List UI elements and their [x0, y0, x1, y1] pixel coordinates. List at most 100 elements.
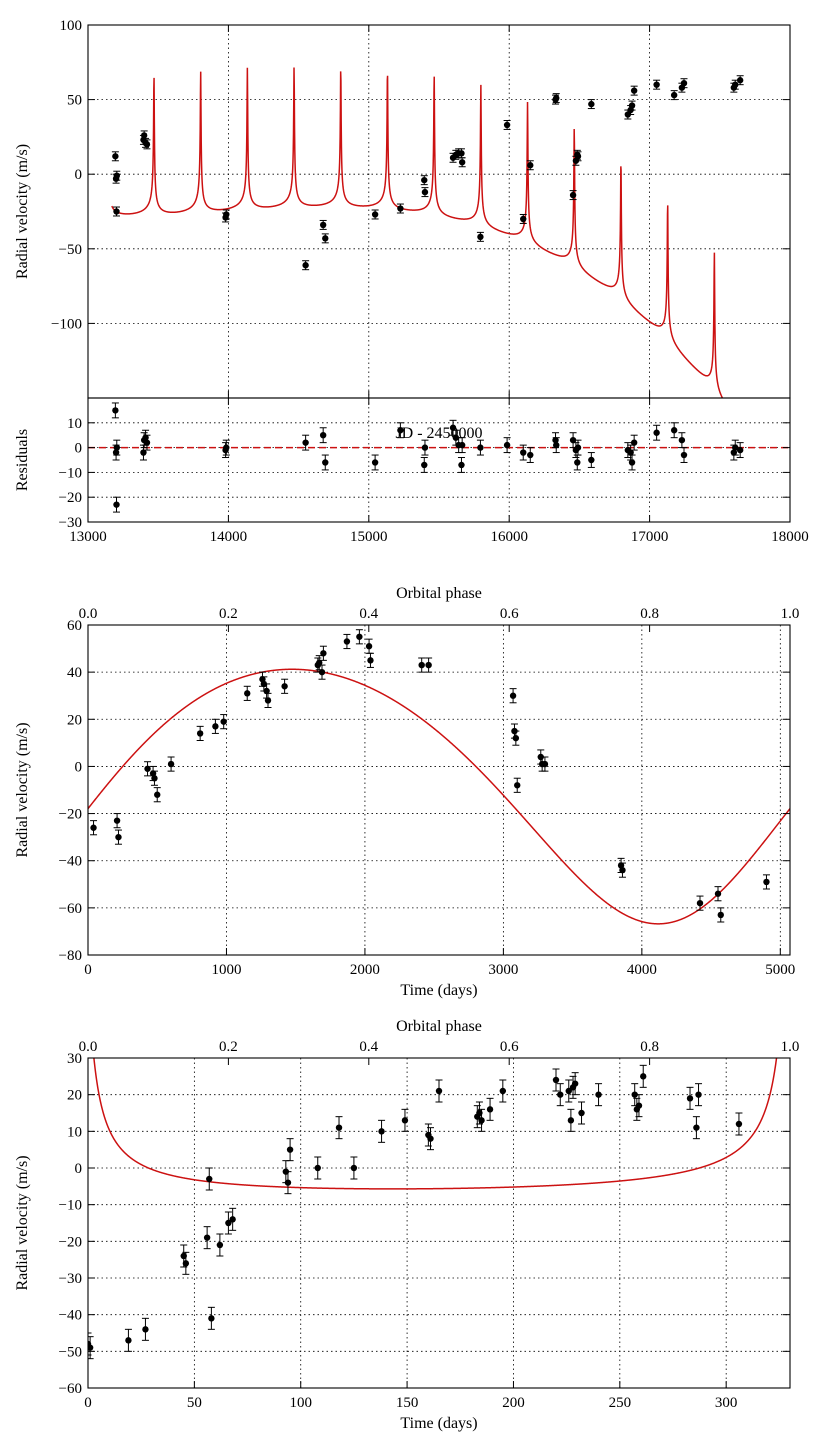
data-marker — [578, 1109, 585, 1117]
y-tick-label: −30 — [59, 515, 82, 531]
data-marker — [320, 650, 327, 657]
data-marker — [680, 79, 688, 87]
data-marker — [732, 444, 739, 451]
data-point — [371, 209, 379, 220]
y-tick-label: 0 — [75, 1161, 83, 1177]
data-marker — [627, 449, 634, 456]
y-tick-label: −60 — [59, 901, 82, 917]
data-marker — [574, 459, 581, 466]
data-marker — [302, 262, 309, 269]
x-axis-label: Time (days) — [400, 1415, 477, 1432]
data-marker — [88, 1344, 94, 1351]
data-marker — [520, 215, 527, 223]
data-marker — [229, 1216, 236, 1223]
data-marker — [322, 235, 329, 242]
y-tick-label: −50 — [59, 1344, 82, 1360]
data-point — [88, 1336, 94, 1360]
data-marker — [319, 221, 327, 229]
data-point — [141, 1317, 149, 1341]
data-point — [124, 1328, 132, 1352]
data-point — [714, 886, 722, 902]
data-points-late — [617, 857, 770, 923]
grid — [88, 1058, 790, 1388]
phase-tick-label: 0.0 — [79, 1039, 98, 1055]
data-point — [567, 1108, 575, 1132]
data-point — [635, 1094, 643, 1118]
data-point — [458, 157, 466, 168]
x-tick-label: 0 — [84, 1395, 92, 1411]
data-marker — [212, 723, 219, 730]
data-point — [680, 447, 688, 463]
data-marker — [167, 760, 175, 768]
data-marker — [115, 833, 122, 841]
data-point — [420, 175, 428, 186]
data-point — [571, 1072, 579, 1096]
data-marker — [477, 233, 484, 241]
x-tick-label: 4000 — [627, 962, 657, 978]
data-point — [371, 454, 379, 471]
data-marker — [736, 77, 744, 84]
data-marker — [284, 1179, 292, 1186]
data-marker — [640, 1073, 647, 1080]
x-tick-label: 150 — [396, 1395, 419, 1411]
data-marker — [735, 1120, 743, 1128]
y-tick-label: 50 — [67, 93, 82, 109]
y-tick-label: −60 — [59, 1381, 82, 1397]
data-marker — [486, 1106, 494, 1113]
data-marker — [527, 162, 534, 169]
data-point — [457, 457, 465, 473]
data-point — [224, 1211, 232, 1235]
data-points — [88, 1064, 743, 1360]
y-axis-label: Residuals — [14, 429, 31, 491]
data-point — [499, 1079, 507, 1103]
data-point — [686, 1086, 694, 1110]
x-tick-label: 14000 — [210, 529, 248, 545]
x-tick-label: 50 — [187, 1395, 202, 1411]
data-point — [731, 439, 739, 456]
data-point — [526, 160, 534, 171]
data-point — [350, 1156, 358, 1180]
data-marker — [264, 697, 272, 704]
y-tick-label: −20 — [59, 807, 82, 823]
data-marker — [302, 439, 309, 446]
data-point — [475, 1101, 483, 1125]
data-point — [319, 427, 327, 444]
data-point — [113, 170, 121, 181]
x-tick-label: 5000 — [765, 962, 795, 978]
data-point — [420, 457, 428, 473]
plot-frame — [87, 1057, 791, 1389]
data-marker — [322, 459, 329, 466]
data-marker — [343, 638, 351, 645]
data-marker — [113, 817, 121, 824]
data-point — [222, 439, 230, 456]
y-axis-label: Radial velocity (m/s) — [14, 722, 31, 857]
data-point — [476, 439, 484, 456]
data-marker — [113, 444, 120, 451]
x-tick-label: 17000 — [631, 529, 669, 545]
data-marker — [140, 132, 148, 139]
data-point — [207, 1306, 215, 1330]
data-points — [111, 402, 744, 513]
y-tick-label: 0 — [75, 441, 83, 457]
data-marker — [378, 1128, 385, 1135]
data-marker — [527, 451, 534, 459]
data-marker — [208, 1315, 215, 1322]
data-point — [717, 907, 725, 923]
data-point — [696, 895, 704, 911]
data-marker — [653, 81, 660, 88]
data-point — [314, 1156, 322, 1180]
data-point — [90, 820, 98, 836]
data-marker — [695, 1091, 702, 1098]
data-marker — [196, 730, 204, 737]
data-marker — [335, 1124, 343, 1131]
data-marker — [714, 890, 722, 897]
data-marker — [569, 191, 577, 199]
data-point — [143, 139, 151, 150]
data-marker — [216, 1241, 224, 1249]
data-marker — [356, 633, 363, 640]
x-tick-label: 13000 — [69, 529, 107, 545]
data-marker — [314, 1164, 321, 1172]
grid — [88, 398, 790, 522]
panel-b: 13000 14000 15000 16000 17000 18000 −30 −20 −10 0… — [14, 397, 809, 545]
